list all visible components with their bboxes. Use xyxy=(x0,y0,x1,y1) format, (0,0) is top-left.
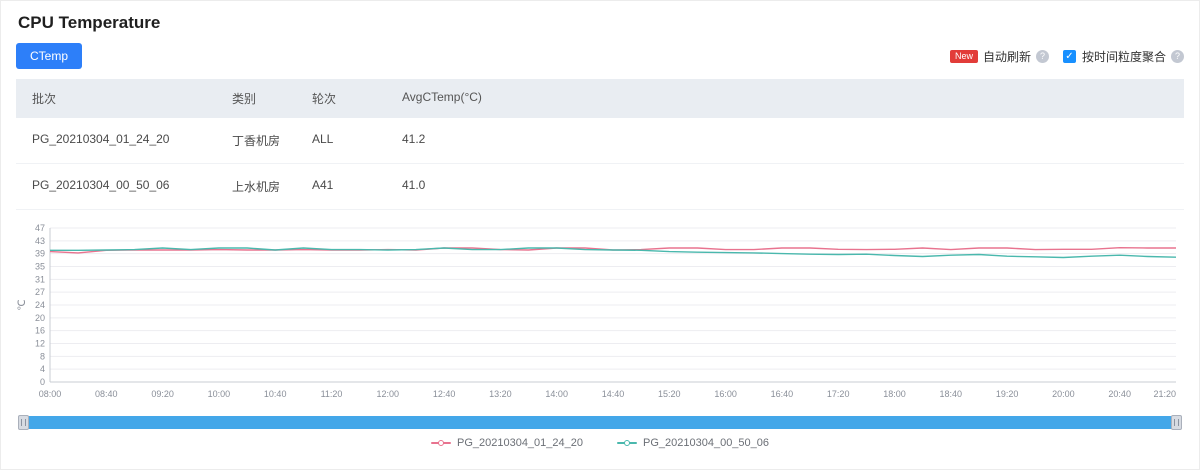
svg-text:18:00: 18:00 xyxy=(883,389,906,399)
svg-text:18:40: 18:40 xyxy=(940,389,963,399)
svg-text:31: 31 xyxy=(35,274,45,284)
col-header-batch: 批次 xyxy=(32,92,57,106)
svg-text:0: 0 xyxy=(40,377,45,387)
svg-text:21:20: 21:20 xyxy=(1153,389,1176,399)
svg-text:19:20: 19:20 xyxy=(996,389,1019,399)
round-cell: ALL xyxy=(312,132,334,146)
datazoom-left-handle[interactable] xyxy=(18,415,29,430)
legend-marker-0 xyxy=(430,440,451,446)
datazoom-slider[interactable] xyxy=(18,415,1182,430)
svg-text:24: 24 xyxy=(35,300,45,310)
avg-temp-cell: 41.2 xyxy=(402,132,426,146)
toolbar: CTemp New 自动刷新 ? ✓ 按时间粒度聚合 ? xyxy=(16,43,1184,69)
legend-marker-1 xyxy=(617,440,637,446)
col-header-round: 轮次 xyxy=(312,92,337,106)
svg-text:08:00: 08:00 xyxy=(39,389,62,399)
svg-text:20: 20 xyxy=(35,313,45,323)
legend-label: PG_20210304_00_50_06 xyxy=(643,437,770,449)
svg-text:43: 43 xyxy=(35,236,45,246)
svg-text:16:00: 16:00 xyxy=(714,389,737,399)
svg-text:20:40: 20:40 xyxy=(1108,389,1131,399)
help-icon[interactable]: ? xyxy=(1035,49,1049,63)
legend-label: PG_20210304_01_24_20 xyxy=(456,437,583,449)
svg-text:14:00: 14:00 xyxy=(545,389,568,399)
svg-text:10:40: 10:40 xyxy=(264,389,287,399)
datazoom-right-handle[interactable] xyxy=(1171,415,1182,430)
chart-canvas: 47 43 39 35 31 27 24 20 16 12 8 4 0 ℃ 08:00 08:40 09:20 1… xyxy=(17,223,1177,399)
svg-text:13:20: 13:20 xyxy=(489,389,512,399)
table-row[interactable]: PG_20210304_01_24_20 丁香机房 ALL 41.2 xyxy=(16,118,1184,164)
auto-refresh-label: 自动刷新 xyxy=(982,49,1031,64)
svg-text:39: 39 xyxy=(35,249,45,259)
svg-text:20:00: 20:00 xyxy=(1052,389,1075,399)
ctemp-button[interactable]: CTemp xyxy=(16,43,83,69)
legend-item[interactable]: PG_20210304_00_50_06 xyxy=(617,437,769,449)
col-header-avg-temp: AvgCTemp(°C) xyxy=(402,90,482,104)
batch-cell: PG_20210304_01_24_20 xyxy=(32,132,170,146)
svg-text:11:20: 11:20 xyxy=(321,389,343,399)
auto-refresh-control: New 自动刷新 ? xyxy=(949,48,1049,65)
chart-legend: PG_20210304_01_24_20 PG_20210304_00_50_0… xyxy=(16,437,1184,449)
col-header-category: 类别 xyxy=(232,92,257,106)
svg-text:10:00: 10:00 xyxy=(208,389,231,399)
chart-controls: New 自动刷新 ? ✓ 按时间粒度聚合 ? xyxy=(936,48,1184,65)
table-header-row: 批次 类别 轮次 AvgCTemp(°C) xyxy=(16,79,1184,118)
svg-text:09:20: 09:20 xyxy=(151,389,174,399)
svg-text:4: 4 xyxy=(40,364,45,374)
svg-text:14:40: 14:40 xyxy=(602,389,625,399)
svg-text:27: 27 xyxy=(35,287,45,297)
svg-text:15:20: 15:20 xyxy=(658,389,681,399)
table-row[interactable]: PG_20210304_00_50_06 上水机房 A41 41.0 xyxy=(16,164,1184,210)
new-badge: New xyxy=(949,49,978,63)
svg-text:16:40: 16:40 xyxy=(771,389,794,399)
page: CPU Temperature CTemp New 自动刷新 ? ✓ 按时间粒度… xyxy=(1,1,1199,449)
svg-text:47: 47 xyxy=(35,223,45,233)
round-cell: A41 xyxy=(312,178,334,192)
aggregate-checkbox[interactable]: ✓ xyxy=(1062,49,1076,63)
svg-text:8: 8 xyxy=(40,351,45,361)
category-cell: 丁香机房 xyxy=(232,134,281,148)
svg-text:12:40: 12:40 xyxy=(433,389,456,399)
page-title: CPU Temperature xyxy=(18,13,161,32)
svg-text:17:20: 17:20 xyxy=(827,389,850,399)
aggregate-control: ✓ 按时间粒度聚合 ? xyxy=(1062,48,1184,65)
temperature-line-chart: 47 43 39 35 31 27 24 20 16 12 8 4 0 ℃ 08:00 08:40 09:20 1… xyxy=(16,214,1184,414)
svg-text:35: 35 xyxy=(35,262,45,272)
avg-temp-cell: 41.0 xyxy=(402,178,426,192)
svg-text:12:00: 12:00 xyxy=(377,389,400,399)
svg-text:16: 16 xyxy=(35,326,45,336)
svg-text:12: 12 xyxy=(35,339,45,349)
batch-cell: PG_20210304_00_50_06 xyxy=(32,178,170,192)
legend-item[interactable]: PG_20210304_01_24_20 xyxy=(430,437,583,449)
svg-text:08:40: 08:40 xyxy=(95,389,118,399)
help-icon[interactable]: ? xyxy=(1171,49,1184,63)
aggregate-label: 按时间粒度聚合 xyxy=(1081,49,1166,64)
batch-table: 批次 类别 轮次 AvgCTemp(°C) PG_20210304_01_24_… xyxy=(16,79,1184,210)
category-cell: 上水机房 xyxy=(232,180,281,194)
svg-text:℃: ℃ xyxy=(17,299,28,310)
